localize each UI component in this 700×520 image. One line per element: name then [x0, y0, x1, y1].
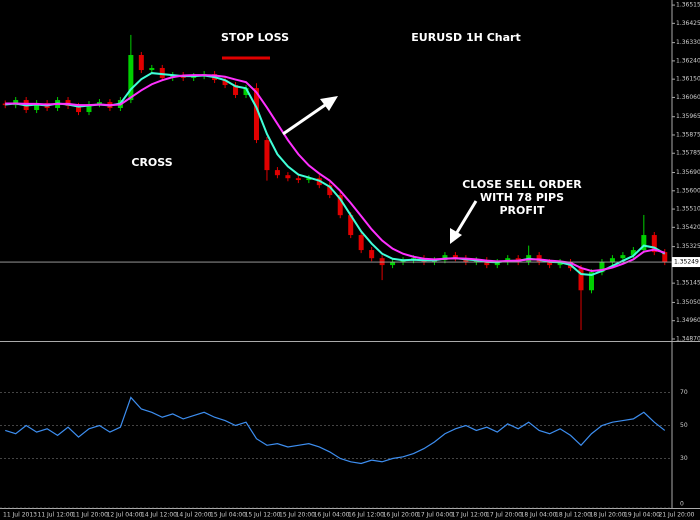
- candle-body: [253, 88, 259, 141]
- candle-body: [243, 88, 249, 95]
- candle-body: [641, 235, 647, 251]
- x-tick-label: 17 Jul 04:00: [417, 512, 453, 519]
- x-tick-label: 12 Jul 04:00: [107, 512, 143, 519]
- y-tick-label: 30: [680, 455, 688, 462]
- moving-average: [5, 74, 666, 272]
- candle-body: [86, 104, 92, 113]
- annotation: STOP LOSS: [221, 31, 289, 44]
- y-tick-label: 1.35145: [676, 280, 700, 287]
- x-tick-label: 14 Jul 20:00: [176, 512, 212, 519]
- candle-body: [369, 250, 375, 259]
- candle-body: [149, 67, 155, 71]
- y-tick-label: 0: [680, 501, 684, 508]
- y-tick-label: 50: [680, 422, 688, 429]
- y-tick-label: 1.36330: [676, 39, 700, 46]
- y-tick-label: 1.36425: [676, 20, 700, 27]
- candle-body: [358, 235, 364, 251]
- candle-body: [662, 252, 668, 263]
- arrow: [282, 101, 329, 136]
- annotation: CROSS: [131, 156, 172, 169]
- annotation: WITH 78 PIPS: [480, 191, 564, 204]
- candle-body: [588, 272, 594, 291]
- candle-body: [159, 67, 165, 78]
- current-price-box: [672, 257, 700, 268]
- candle-body: [379, 258, 385, 266]
- y-tick-label: 1.35325: [676, 243, 700, 250]
- y-tick-label: 1.34960: [676, 317, 700, 324]
- arrow-head: [450, 228, 462, 244]
- y-tick-label: 1.35875: [676, 131, 700, 138]
- x-tick-label: 15 Jul 04:00: [210, 512, 246, 519]
- y-tick-label: 1.36060: [676, 94, 700, 101]
- chart-title: EURUSD 1H Chart: [411, 31, 520, 44]
- x-tick-label: 16 Jul 20:00: [383, 512, 419, 519]
- arrow: [454, 200, 478, 235]
- x-tick-label: 14 Jul 12:00: [141, 512, 177, 519]
- candle-body: [285, 175, 291, 179]
- candle-body: [34, 103, 40, 111]
- candle-body: [337, 195, 343, 216]
- x-tick-label: 11 Jul 2013: [3, 512, 37, 519]
- y-tick-label: 1.35050: [676, 299, 700, 306]
- candle-body: [138, 55, 144, 71]
- candle-body: [557, 262, 563, 266]
- x-tick-label: 18 Jul 04:00: [521, 512, 557, 519]
- x-tick-label: 18 Jul 12:00: [555, 512, 591, 519]
- candle-body: [327, 185, 333, 196]
- annotation: PROFIT: [500, 204, 545, 217]
- y-tick-label: 1.35690: [676, 169, 700, 176]
- candle-body: [128, 55, 134, 101]
- candle-body: [76, 105, 82, 113]
- y-tick-label: 1.36150: [676, 76, 700, 83]
- candle-body: [452, 255, 458, 259]
- candle-body: [651, 235, 657, 253]
- x-tick-label: 11 Jul 12:00: [38, 512, 74, 519]
- arrow-head: [320, 96, 338, 111]
- x-tick-label: 15 Jul 12:00: [245, 512, 281, 519]
- current-price-label: 1.35249: [674, 259, 699, 266]
- y-tick-label: 1.34870: [676, 335, 700, 342]
- rsi-line: [5, 396, 666, 465]
- candle-body: [274, 170, 280, 176]
- candle-body: [494, 262, 500, 266]
- y-tick-label: 1.36240: [676, 57, 700, 64]
- y-tick-label: 70: [680, 389, 688, 396]
- x-tick-label: 17 Jul 12:00: [452, 512, 488, 519]
- y-tick-label: 1.35965: [676, 113, 700, 120]
- candle-body: [599, 262, 605, 273]
- arrows: [282, 96, 478, 244]
- x-tick-label: 18 Jul 20:00: [590, 512, 626, 519]
- candle-body: [348, 215, 354, 236]
- y-tick-label: 1.35420: [676, 224, 700, 231]
- x-tick-label: 15 Jul 20:00: [279, 512, 315, 519]
- y-tick-label: 1.35600: [676, 187, 700, 194]
- candle-body: [96, 102, 102, 105]
- y-tick-label: 1.35510: [676, 206, 700, 213]
- plot-area: [0, 34, 672, 509]
- x-tick-label: 11 Jul 20:00: [72, 512, 108, 519]
- candle-body: [233, 85, 239, 95]
- x-tick-label: 19 Jul 04:00: [624, 512, 660, 519]
- y-tick-label: 1.36515: [676, 2, 700, 9]
- x-tick-label: 16 Jul 04:00: [314, 512, 350, 519]
- candle-body: [547, 262, 553, 266]
- candle-body: [222, 79, 228, 86]
- candle-body: [630, 250, 636, 256]
- y-tick-label: 1.35785: [676, 150, 700, 157]
- candle-body: [390, 262, 396, 266]
- x-tick-label: 21 Jul 20:00: [659, 512, 695, 519]
- candle-body: [295, 178, 301, 181]
- candle-body: [306, 178, 312, 181]
- candle-body: [264, 140, 270, 171]
- candle-body: [609, 258, 615, 263]
- x-tick-label: 17 Jul 20:00: [486, 512, 522, 519]
- x-tick-label: 16 Jul 12:00: [348, 512, 384, 519]
- candle-body: [578, 268, 584, 291]
- annotation: CLOSE SELL ORDER: [462, 178, 582, 191]
- candle-body: [620, 255, 626, 259]
